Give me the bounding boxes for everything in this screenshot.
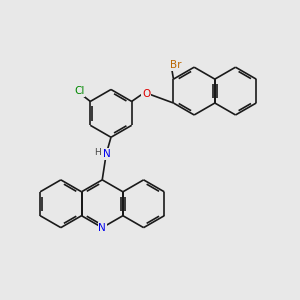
Text: N: N bbox=[103, 149, 111, 159]
Text: Br: Br bbox=[170, 60, 181, 70]
Text: O: O bbox=[142, 89, 150, 99]
Text: H: H bbox=[94, 148, 101, 157]
Text: Cl: Cl bbox=[74, 86, 84, 96]
Text: N: N bbox=[98, 223, 106, 232]
